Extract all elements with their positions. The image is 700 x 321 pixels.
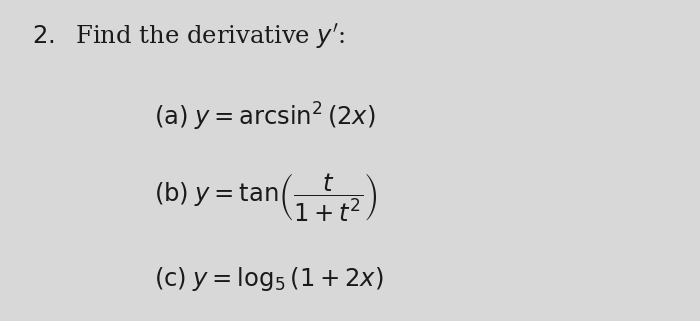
Text: $\mathrm{(c)}\; y = \log_5 (1 + 2x)$: $\mathrm{(c)}\; y = \log_5 (1 + 2x)$: [154, 265, 384, 293]
Text: $\mathrm{(a)}\; y = \arcsin^2 (2x)$: $\mathrm{(a)}\; y = \arcsin^2 (2x)$: [154, 101, 376, 133]
Text: $\mathrm{(b)}\; y = \tan\!\left(\dfrac{t}{1+t^2}\right)$: $\mathrm{(b)}\; y = \tan\!\left(\dfrac{t…: [154, 171, 377, 223]
Text: $2.$  Find the derivative $y'$:: $2.$ Find the derivative $y'$:: [32, 22, 345, 51]
